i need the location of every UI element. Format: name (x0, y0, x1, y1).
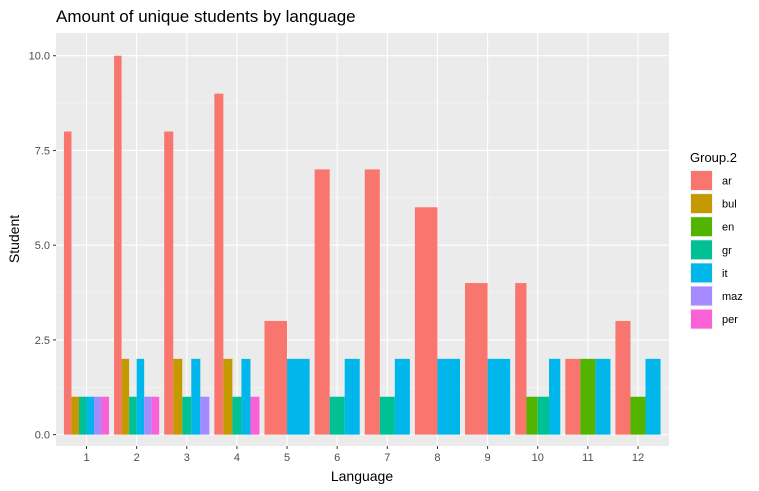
bar-ar (515, 283, 527, 435)
bar-it (86, 396, 95, 435)
legend-label-gr: gr (722, 245, 732, 257)
bar-ar (565, 358, 581, 435)
x-axis: 1 2 3 4 5 6 7 8 9 10 11 12 (83, 446, 644, 464)
legend-label-en: en (722, 222, 734, 234)
bar-per (101, 396, 110, 435)
bar-per (250, 396, 260, 435)
x-tick-label: 12 (632, 452, 644, 464)
bar-gr (379, 396, 395, 435)
bar-bul (121, 358, 130, 435)
bar-maz (144, 396, 152, 435)
bar-it (394, 358, 410, 435)
legend: Group.2 ar bul en gr it maz per (690, 150, 743, 330)
y-tick-label: 7.5 (35, 145, 50, 157)
bar-bul (71, 396, 79, 435)
y-axis: 0.0 2.5 5.0 7.5 10.0 (29, 51, 56, 442)
x-tick-label: 3 (184, 452, 190, 464)
bar-gr (537, 396, 550, 435)
legend-label-maz: maz (722, 291, 743, 303)
bar-it (437, 358, 461, 435)
bar-per (151, 396, 160, 435)
bar-ar (615, 320, 631, 435)
legend-label-it: it (722, 268, 728, 280)
x-tick-label: 10 (532, 452, 544, 464)
legend-label-bul: bul (722, 199, 737, 211)
bar-gr (329, 396, 345, 435)
legend-swatch-ar (691, 171, 712, 190)
x-axis-title: Language (331, 468, 394, 484)
x-tick-label: 5 (284, 452, 290, 464)
bar-gr (232, 396, 242, 435)
y-tick-label: 5.0 (35, 240, 50, 252)
bar-it (136, 358, 145, 435)
legend-label-per: per (722, 314, 738, 326)
legend-swatch-gr (691, 240, 712, 260)
legend-swatch-per (691, 309, 712, 329)
bar-bul (223, 358, 233, 435)
legend-swatch-it (691, 263, 712, 283)
x-tick-label: 1 (83, 452, 89, 464)
bar-en (580, 358, 596, 435)
legend-title: Group.2 (690, 150, 737, 165)
bar-gr (182, 396, 192, 435)
x-tick-label: 11 (582, 452, 593, 464)
bar-it (645, 358, 661, 435)
y-tick-label: 2.5 (35, 335, 50, 347)
bar-ar (214, 93, 224, 435)
bar-maz (94, 396, 102, 435)
y-tick-label: 0.0 (35, 430, 50, 442)
bars (63, 55, 661, 435)
bar-it (344, 358, 360, 435)
legend-swatch-en (691, 217, 712, 237)
bar-bul (173, 358, 183, 435)
legend-swatch-bul (691, 194, 712, 214)
bar-ar (164, 131, 174, 435)
bar-gr (129, 396, 137, 435)
bar-ar (465, 283, 488, 435)
bar-en (526, 396, 538, 435)
bar-it (241, 358, 251, 435)
bar-en (630, 396, 646, 435)
bar-it (287, 358, 310, 435)
bar-maz (200, 396, 210, 435)
x-tick-label: 2 (134, 452, 140, 464)
bar-it (191, 358, 201, 435)
bar-it (549, 358, 561, 435)
bar-ar (264, 320, 288, 435)
bar-gr (78, 396, 87, 435)
x-tick-label: 7 (384, 452, 390, 464)
x-tick-label: 8 (434, 452, 440, 464)
legend-swatch-maz (691, 286, 712, 306)
bar-ar (114, 55, 122, 435)
bar-ar (364, 169, 380, 435)
x-tick-label: 4 (234, 452, 240, 464)
x-tick-label: 9 (485, 452, 491, 464)
bar-it (595, 358, 611, 435)
y-tick-label: 10.0 (29, 51, 50, 63)
chart-title: Amount of unique students by language (56, 7, 356, 26)
bar-ar (414, 207, 438, 435)
bar-it (487, 358, 511, 435)
legend-label-ar: ar (722, 176, 732, 188)
x-tick-label: 6 (334, 452, 340, 464)
y-axis-title: Student (6, 215, 22, 263)
bar-ar (63, 131, 72, 435)
bar-ar (314, 169, 330, 435)
